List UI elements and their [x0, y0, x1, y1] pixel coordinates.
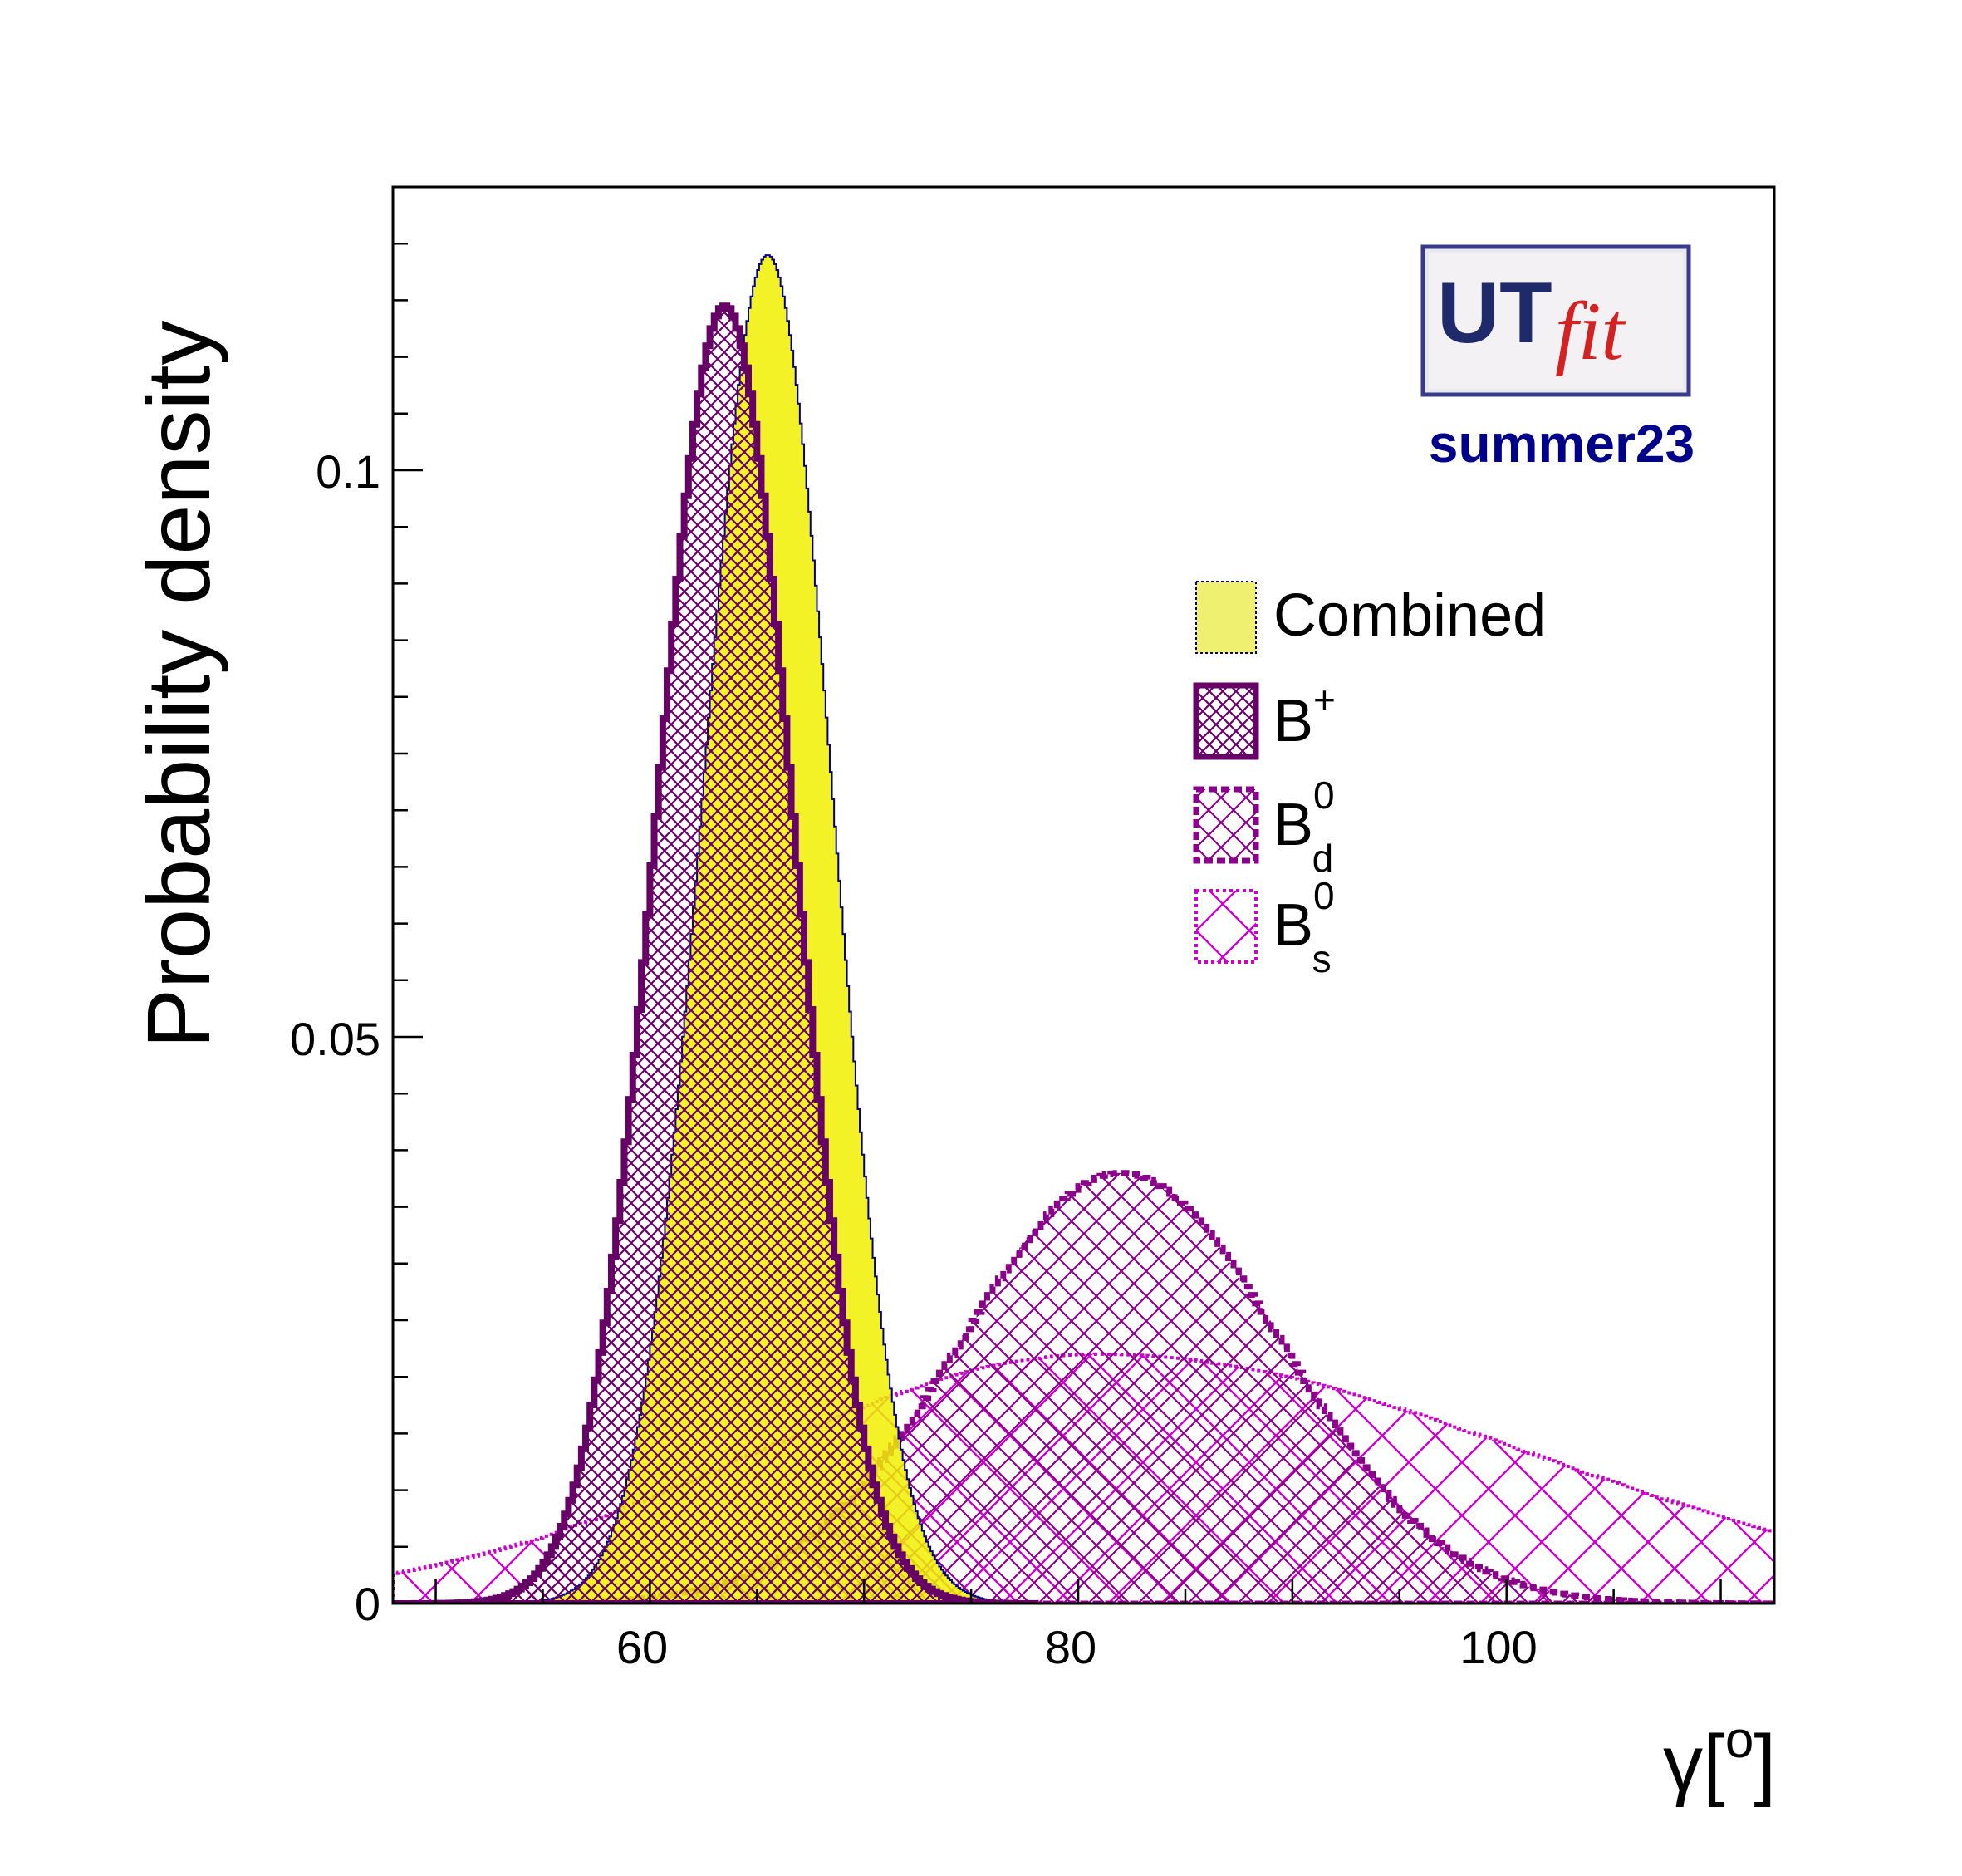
y-axis-title: Probability density [128, 321, 228, 1048]
tick-layer [393, 242, 1722, 1605]
legend-item-combined: Combined [1195, 581, 1546, 654]
logo-caption: summer23 [1429, 414, 1695, 474]
legend-swatch-bplus [1193, 682, 1259, 760]
plot-frame [391, 185, 1776, 1605]
utfit-logo: UT fit [1420, 244, 1691, 397]
y-tick-label-0.1: 0.1 [316, 445, 380, 498]
y-tick-label-0: 0 [355, 1578, 380, 1630]
legend-swatch-bs0 [1194, 889, 1258, 964]
legend-label-bs0: B0 s [1273, 874, 1335, 980]
legend-item-bplus: B+ [1193, 678, 1336, 760]
legend-item-bd0: B0 d [1193, 773, 1335, 880]
legend: Combined B+ B0 d B0 s [1193, 581, 1546, 980]
legend-label-bplus: B+ [1273, 678, 1336, 754]
x-axis-title-base: γ[ [1663, 1719, 1725, 1808]
series-b [393, 302, 1039, 1603]
x-axis-title: γ[o] [1663, 1711, 1776, 1808]
y-tick-label-0.05: 0.05 [290, 1013, 380, 1065]
x-axis-title-end: ] [1754, 1719, 1776, 1808]
logo-fit: fit [1555, 285, 1626, 377]
legend-swatch-combined [1195, 581, 1257, 654]
x-tick-label-100: 100 [1459, 1621, 1537, 1673]
legend-label-combined: Combined [1273, 582, 1546, 649]
legend-label-bd0: B0 d [1273, 773, 1335, 880]
legend-item-bs0: B0 s [1194, 874, 1335, 980]
legend-swatch-bd0 [1193, 786, 1259, 864]
logo-ut: UT [1437, 265, 1552, 361]
x-tick-label-60: 60 [616, 1621, 668, 1673]
x-tick-label-80: 80 [1045, 1621, 1096, 1673]
x-axis-title-sup: o [1725, 1711, 1754, 1769]
series-layer [393, 254, 1774, 1603]
